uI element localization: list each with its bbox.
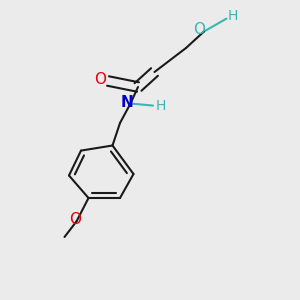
Text: O: O	[194, 22, 206, 38]
Text: O: O	[69, 212, 81, 227]
Text: H: H	[155, 99, 166, 113]
Text: N: N	[121, 95, 134, 110]
Text: H: H	[228, 9, 238, 23]
Text: O: O	[94, 72, 106, 87]
